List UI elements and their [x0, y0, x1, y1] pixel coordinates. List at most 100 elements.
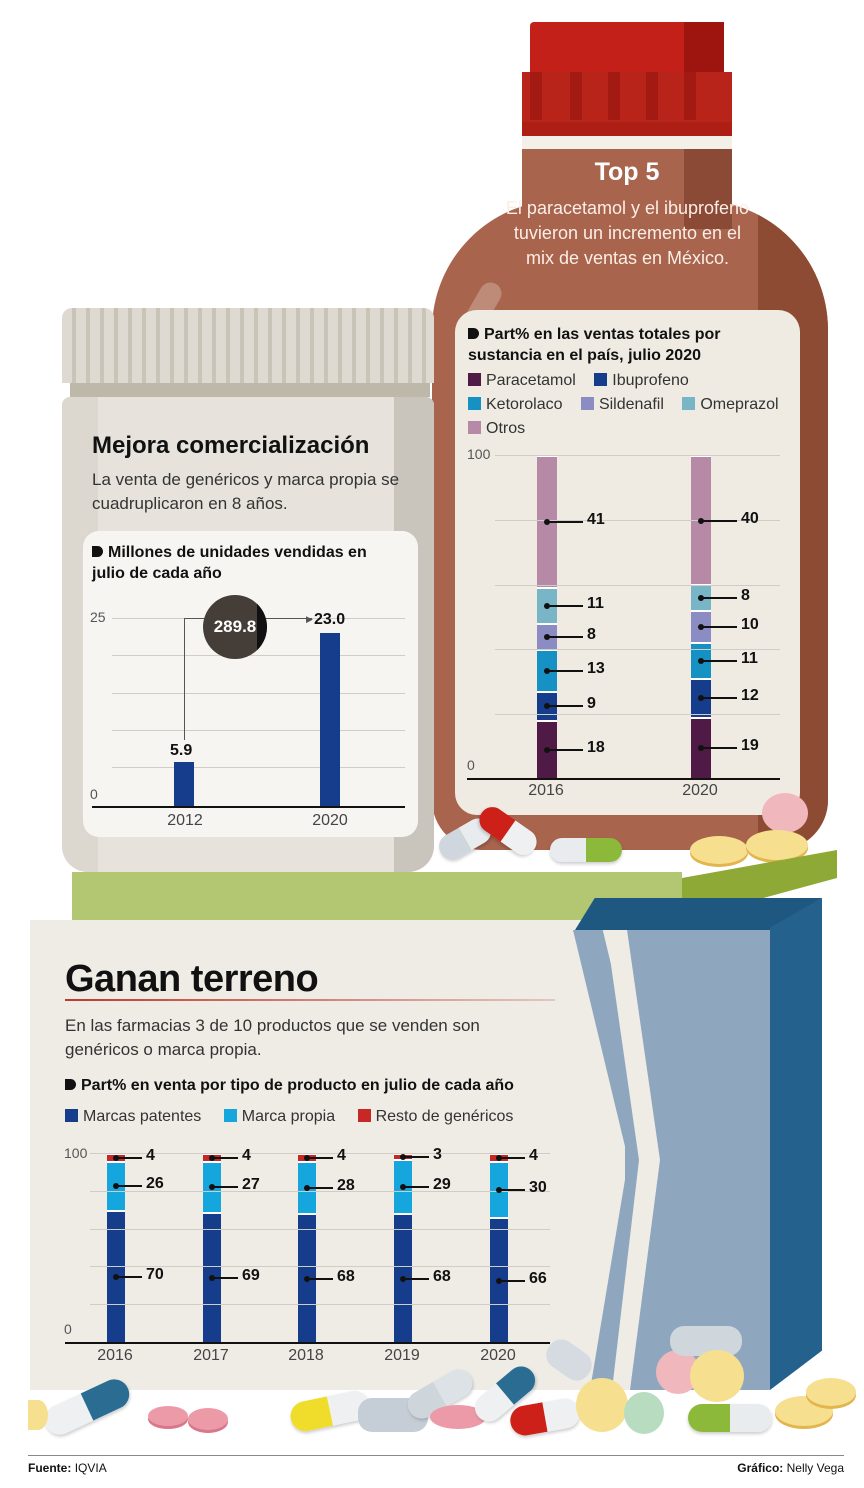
callout-line — [544, 633, 583, 640]
callout-line — [698, 745, 737, 752]
callout-line — [400, 1184, 429, 1191]
legend-omeprazol: Omeprazol — [682, 396, 779, 413]
brown-bottle-neck — [522, 149, 732, 229]
tablet-pill — [806, 1378, 856, 1406]
top5-legend-row-1: Paracetamol Ibuprofeno — [468, 369, 788, 393]
y-tick-min: 0 — [90, 786, 98, 802]
legend-sildenafil: Sildenafil — [580, 396, 664, 413]
mejora-label-panel — [83, 531, 418, 837]
value-label: 9 — [587, 695, 596, 713]
legend-resto-genericos: Resto de genéricos — [357, 1108, 513, 1125]
bullet-icon — [468, 328, 479, 339]
legend-otros: Otros — [468, 420, 525, 437]
box-side — [770, 898, 822, 1390]
y-tick-max: 100 — [467, 446, 491, 462]
stacked-bar-2019 — [394, 1153, 412, 1342]
legend-paracetamol: Paracetamol — [468, 372, 576, 389]
mejora-title: Mejora comercialización — [92, 432, 370, 459]
top5-legend-block: Part% en las ventas totales por sustanci… — [468, 324, 788, 441]
x-label-2018: 2018 — [288, 1347, 324, 1364]
swatch-icon — [682, 397, 696, 410]
legend-marca-propia: Marca propia — [223, 1108, 335, 1125]
callout-line — [209, 1154, 238, 1161]
legend-ibuprofeno: Ibuprofeno — [594, 372, 689, 389]
value-label: 4 — [146, 1146, 155, 1164]
mejora-legend-title: Millones de unidades vendidas en julio d… — [92, 544, 367, 582]
swatch-icon — [580, 397, 594, 410]
callout-line — [209, 1184, 238, 1191]
swatch-icon — [223, 1109, 237, 1122]
ganan-title: Ganan terreno — [65, 958, 319, 1000]
top5-stacked-chart: 100 0 18 9 13 8 11 41 19 12 11 10 8 40 — [467, 446, 780, 780]
swatch-icon — [468, 421, 481, 434]
tablet-pill — [28, 1400, 48, 1430]
tablet-pill — [690, 836, 748, 864]
x-label-2020: 2020 — [480, 1347, 516, 1364]
value-label: 8 — [741, 587, 750, 605]
bullet-icon — [65, 1079, 76, 1090]
callout-line — [304, 1154, 333, 1161]
mejora-bar-chart: 25 0 5.9 23.0 ▶ — [90, 609, 405, 808]
value-label: 26 — [146, 1175, 164, 1193]
red-cap-base — [522, 122, 732, 136]
stacked-bar-2016 — [537, 455, 557, 778]
callout-line — [698, 695, 737, 702]
value-label: 4 — [337, 1146, 346, 1164]
x-label-2020: 2020 — [682, 782, 718, 799]
value-label: 40 — [741, 509, 759, 527]
tablet-pill — [148, 1406, 188, 1426]
top5-legend-row-3: Otros — [468, 417, 788, 441]
top5-legend-title: Part% en las ventas totales por sustanci… — [468, 326, 721, 364]
top5-legend-row-2: Ketorolaco Sildenafil Omeprazol — [468, 393, 788, 417]
value-label: 66 — [529, 1269, 547, 1287]
value-label: 11 — [587, 595, 604, 613]
callout-line — [698, 517, 737, 524]
footer-credit: Gráfico: Nelly Vega — [737, 1461, 844, 1475]
value-label: 70 — [146, 1265, 164, 1283]
callout-line — [496, 1154, 525, 1161]
callout-line — [544, 667, 583, 674]
callout-line — [304, 1185, 333, 1192]
callout-line — [698, 595, 737, 602]
y-tick-max: 100 — [64, 1145, 88, 1161]
value-label: 10 — [741, 616, 759, 634]
value-label: 27 — [242, 1176, 260, 1194]
footer-source: Fuente: IQVIA — [28, 1461, 107, 1475]
stacked-bar-2017 — [203, 1153, 221, 1342]
value-label: 30 — [529, 1178, 547, 1196]
x-label-2017: 2017 — [193, 1347, 229, 1364]
connector-line — [184, 618, 185, 740]
swatch-icon — [357, 1109, 371, 1122]
stacked-bar-2016 — [107, 1153, 125, 1342]
callout-line — [496, 1186, 525, 1193]
callout-line — [698, 624, 737, 631]
x-label-2020: 2020 — [312, 812, 348, 829]
value-label: 11 — [741, 650, 758, 668]
value-label: 13 — [587, 659, 605, 677]
value-label: 4 — [529, 1146, 538, 1164]
callout-line — [400, 1153, 429, 1160]
growth-bubble: 289.8 — [203, 595, 267, 659]
callout-line — [113, 1273, 142, 1280]
red-cap — [530, 22, 724, 77]
value-label: 29 — [433, 1176, 451, 1194]
callout-line — [496, 1277, 525, 1284]
swatch-icon — [65, 1109, 78, 1122]
callout-line — [698, 658, 737, 665]
callout-line — [113, 1154, 142, 1161]
value-label: 68 — [337, 1267, 355, 1285]
ganan-legend-title: Part% en venta por tipo de producto en j… — [65, 1075, 514, 1096]
callout-line — [544, 703, 583, 710]
callout-line — [544, 519, 583, 526]
y-tick-min: 0 — [64, 1321, 72, 1337]
white-jar-lid — [62, 308, 434, 383]
value-label: 3 — [433, 1145, 442, 1163]
callout-line — [209, 1274, 238, 1281]
value-label: 4 — [242, 1146, 251, 1164]
shelf-front — [72, 872, 682, 920]
white-jar-lid-rim — [70, 383, 430, 397]
value-label: 8 — [587, 625, 596, 643]
ganan-subtitle: En las farmacias 3 de 10 productos que s… — [65, 1016, 480, 1059]
capsule-pill — [688, 1404, 772, 1432]
swatch-icon — [594, 373, 608, 386]
